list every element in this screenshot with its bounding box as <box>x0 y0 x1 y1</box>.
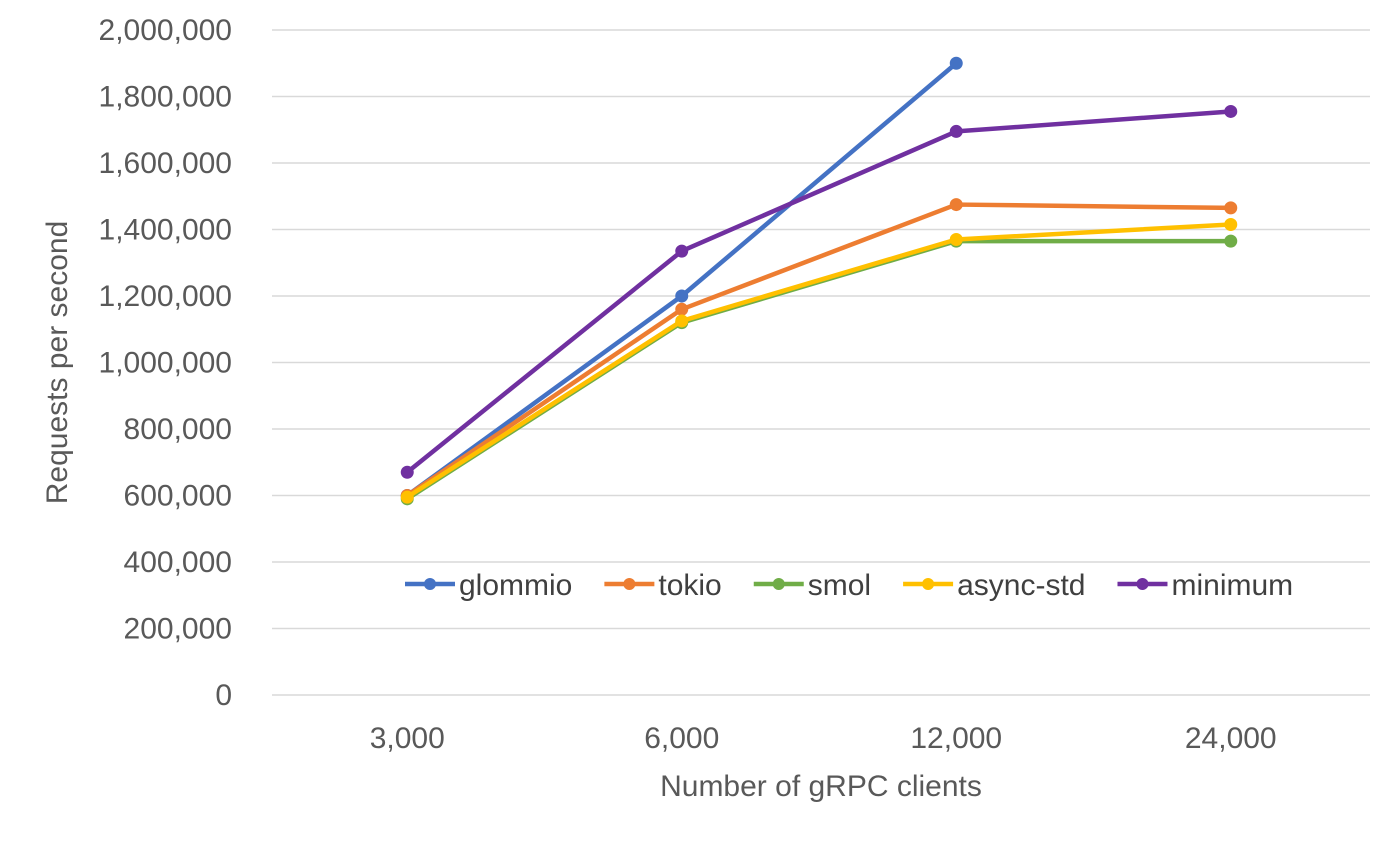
legend-swatch-marker <box>424 578 436 590</box>
y-tick-label: 400,000 <box>124 546 232 579</box>
y-tick-label: 0 <box>215 679 232 712</box>
series-line-tokio <box>405 202 1233 498</box>
series-minimum <box>400 104 1238 479</box>
y-tick-label: 200,000 <box>124 613 232 646</box>
y-tick-label: 1,400,000 <box>99 214 232 247</box>
y-tick-label: 1,000,000 <box>99 347 232 380</box>
data-point-glommio <box>949 56 963 70</box>
x-tick-label: 6,000 <box>644 722 719 755</box>
y-tick-label: 1,600,000 <box>99 147 232 180</box>
x-axis-title: Number of gRPC clients <box>660 770 982 803</box>
legend-item-minimum: minimum <box>1117 569 1293 602</box>
y-axis-title: Requests per second <box>41 221 74 505</box>
series-tokio <box>400 198 1238 502</box>
legend-item-glommio: glommio <box>405 569 572 602</box>
legend-swatch-marker <box>922 578 935 590</box>
data-point-async-std <box>1224 218 1238 232</box>
y-tick-label: 1,200,000 <box>99 280 232 313</box>
data-point-async-std <box>949 232 963 246</box>
data-point-minimum <box>949 124 963 138</box>
legend-item-tokio: tokio <box>604 569 722 602</box>
series-line-async-std <box>405 222 1233 500</box>
series-async-std <box>400 218 1238 504</box>
data-point-tokio <box>949 198 963 212</box>
series-line-glommio <box>405 61 959 498</box>
data-point-minimum <box>675 244 689 258</box>
legend-item-smol: smol <box>753 569 871 602</box>
data-point-smol <box>1224 234 1238 248</box>
y-tick-label: 2,000,000 <box>99 14 232 47</box>
legend-swatch-marker <box>772 578 785 590</box>
y-tick-label: 600,000 <box>124 480 232 513</box>
legend-label: smol <box>808 569 871 602</box>
data-point-tokio <box>675 302 689 316</box>
legend-label: async-std <box>957 569 1085 602</box>
y-axis-ticks: 0 200,000 400,000 600,000 800,000 1,000,000 1,… <box>99 14 232 712</box>
data-point-async-std <box>400 490 414 504</box>
y-tick-label: 800,000 <box>124 413 232 446</box>
legend-label: tokio <box>658 569 721 602</box>
legend-swatch-marker <box>1136 578 1149 590</box>
legend: glommio tokio smol async-std minimum <box>405 569 1293 602</box>
series-glommio <box>400 56 963 502</box>
x-axis-ticks: 3,000 6,000 12,000 24,000 <box>370 722 1277 755</box>
data-series <box>400 56 1238 506</box>
x-tick-label: 3,000 <box>370 722 445 755</box>
x-tick-label: 12,000 <box>910 722 1002 755</box>
y-tick-label: 1,800,000 <box>99 81 232 114</box>
data-point-tokio <box>1224 201 1238 215</box>
series-smol <box>400 234 1238 506</box>
data-point-async-std <box>675 314 689 328</box>
x-tick-label: 24,000 <box>1185 722 1277 755</box>
legend-swatch-marker <box>623 578 636 590</box>
data-point-minimum <box>1224 104 1238 118</box>
data-point-minimum <box>400 465 414 479</box>
legend-item-async-std: async-std <box>903 569 1085 602</box>
gridlines <box>272 29 1370 696</box>
legend-label: glommio <box>459 569 572 602</box>
data-point-glommio <box>675 289 689 303</box>
legend-label: minimum <box>1171 569 1293 602</box>
series-line-minimum <box>405 109 1233 475</box>
